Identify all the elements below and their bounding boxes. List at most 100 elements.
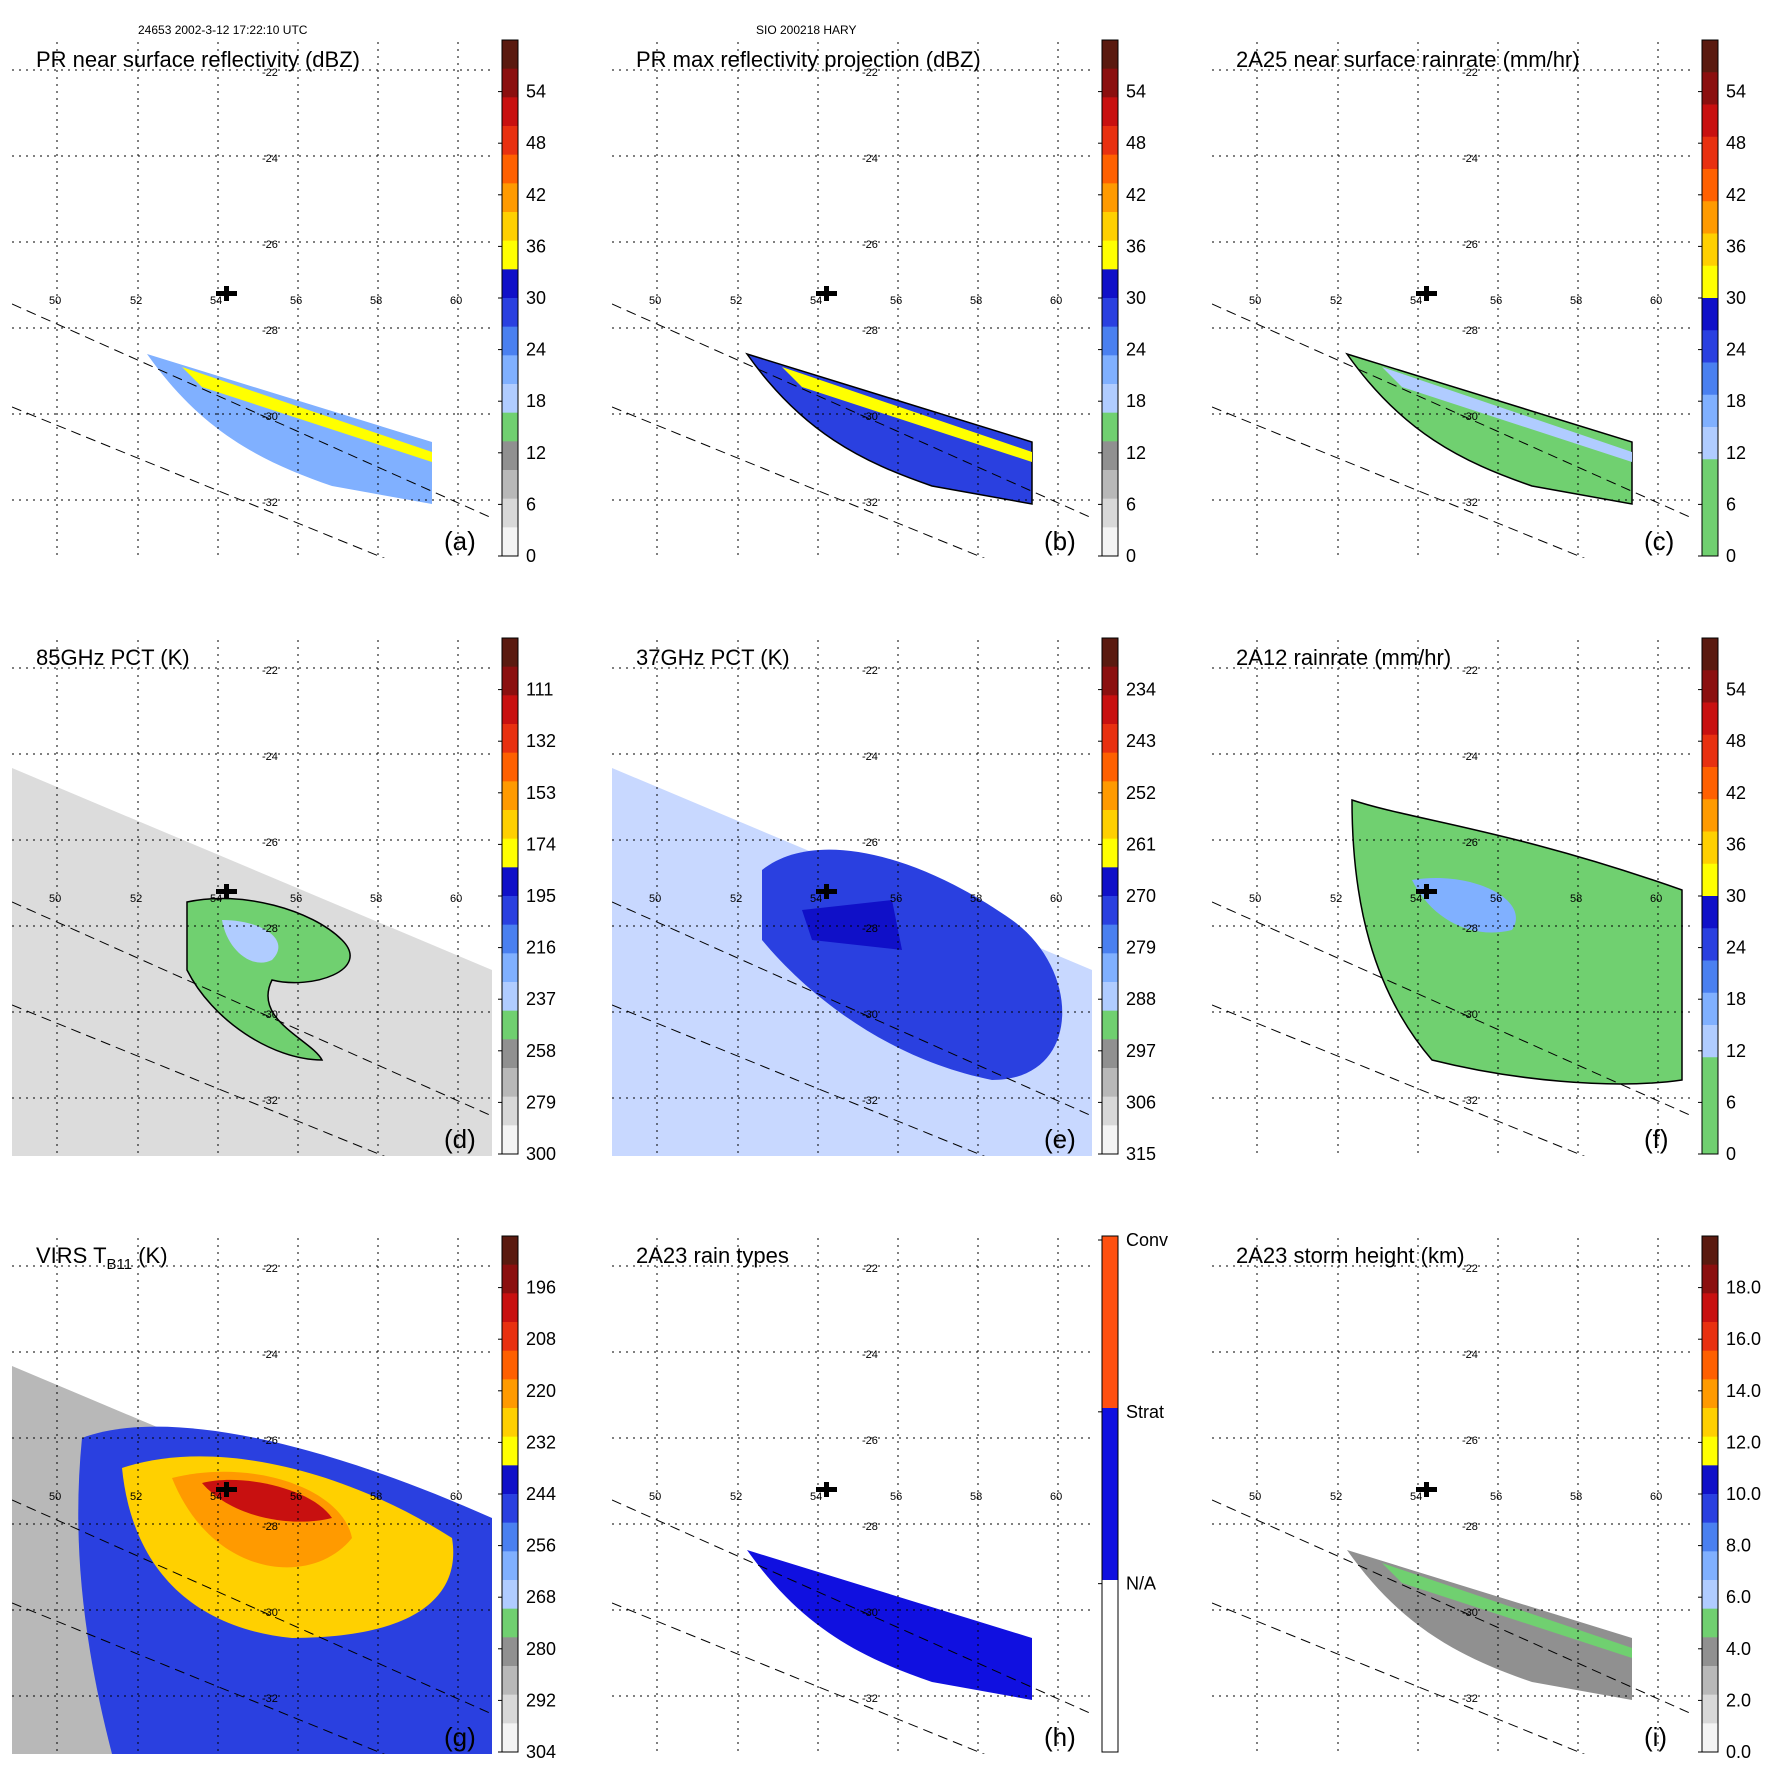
lat-label: -26	[862, 837, 878, 849]
rain-region	[186, 897, 351, 1061]
colorbar-segment	[502, 896, 518, 926]
lon-label: 58	[970, 295, 982, 307]
colorbar-segment	[502, 1637, 518, 1667]
storm-center-icon	[816, 286, 837, 301]
panel-label: (d)	[444, 1124, 476, 1154]
lon-label: 54	[210, 1491, 222, 1503]
colorbar-segment	[1102, 1494, 1118, 1581]
colorbar-segment	[1102, 638, 1118, 668]
panel-label: (c)	[1644, 526, 1674, 556]
colorbar-segment	[1702, 1694, 1718, 1724]
colorbar-label: 30	[526, 288, 546, 308]
colorbar-label: 12	[526, 443, 546, 463]
colorbar-label: 36	[1726, 834, 1746, 854]
lat-label: -28	[1462, 923, 1478, 935]
colorbar-label: 54	[1726, 680, 1746, 700]
colorbar-label: 54	[526, 82, 546, 102]
colorbar-segment	[1102, 1666, 1118, 1753]
colorbar-segment	[502, 1293, 518, 1323]
colorbar-label: 12	[1726, 443, 1746, 463]
colorbar-segment	[502, 1522, 518, 1552]
lon-label: 52	[730, 1491, 742, 1503]
lon-label: 52	[130, 295, 142, 307]
colorbar-segment	[1702, 670, 1718, 703]
colorbar-label: 0	[526, 546, 536, 566]
colorbar-segment	[502, 1010, 518, 1040]
lon-label: 60	[1650, 295, 1662, 307]
colorbar-segment	[502, 1322, 518, 1352]
colorbar-label: 268	[526, 1587, 556, 1607]
colorbar-segment	[1102, 1096, 1118, 1126]
colorbar-segment	[1702, 1522, 1718, 1552]
lon-label: 54	[1410, 893, 1422, 905]
colorbar-segment	[1102, 298, 1118, 328]
lat-label: -22	[262, 665, 278, 677]
lat-label: -22	[862, 665, 878, 677]
colorbar-segment	[1702, 1089, 1718, 1123]
lat-label: -30	[862, 1607, 878, 1619]
colorbar-segment	[502, 527, 518, 557]
swath-edge	[1212, 1004, 1586, 1156]
panel-title: 2A12 rainrate (mm/hr)	[1236, 645, 1451, 670]
colorbar-segment	[1702, 767, 1718, 800]
colorbar-segment	[1102, 212, 1118, 242]
panel-label: (f)	[1644, 1124, 1669, 1154]
colorbar-segment	[1102, 470, 1118, 500]
colorbar-segment	[1102, 1039, 1118, 1069]
lat-label: -30	[262, 1607, 278, 1619]
colorbar-label: 279	[526, 1092, 556, 1112]
lat-label: -22	[862, 1263, 878, 1275]
colorbar-segment	[502, 154, 518, 184]
map-area: 50 52 54 56 58 60 -22 -24 -26 -28 -30 -32	[1212, 42, 1692, 558]
colorbar-segment	[502, 924, 518, 954]
colorbar-segment	[1102, 183, 1118, 213]
colorbar-segment	[1702, 799, 1718, 832]
panel-label: (b)	[1044, 526, 1076, 556]
lat-label: -24	[862, 153, 878, 165]
lat-label: -32	[862, 1095, 878, 1107]
colorbar-label: 54	[1726, 82, 1746, 102]
colorbar-label: 6	[1726, 494, 1736, 514]
colorbar-segment	[1102, 1408, 1118, 1495]
lon-label: 50	[1249, 893, 1261, 905]
swath-edge	[1212, 1602, 1586, 1754]
swath-edge	[612, 303, 1092, 519]
colorbar-segment	[502, 269, 518, 299]
lon-label: 50	[1249, 295, 1261, 307]
colorbar-segment	[502, 1236, 518, 1266]
lat-label: -32	[262, 1693, 278, 1705]
colorbar-label: 280	[526, 1639, 556, 1659]
swath-edge	[1212, 901, 1692, 1117]
storm-center-icon	[216, 286, 237, 301]
colorbar-segment	[1102, 68, 1118, 98]
lat-label: -28	[1462, 325, 1478, 337]
colorbar-label: 297	[1126, 1041, 1156, 1061]
colorbar-label: 36	[526, 236, 546, 256]
colorbar-label: 48	[526, 133, 546, 153]
colorbar-label: 48	[1126, 133, 1146, 153]
lon-label: 60	[450, 893, 462, 905]
lon-label: 56	[290, 893, 302, 905]
colorbar-segment	[1102, 1322, 1118, 1409]
colorbar-segment	[1102, 97, 1118, 127]
lon-label: 50	[49, 295, 61, 307]
swath-edge	[12, 1602, 386, 1754]
colorbar-segment	[502, 666, 518, 696]
colorbar-label: 0.0	[1726, 1742, 1751, 1762]
lon-label: 60	[1050, 893, 1062, 905]
lon-label: 60	[1650, 893, 1662, 905]
lon-label: 54	[1410, 295, 1422, 307]
colorbar-label: 30	[1726, 288, 1746, 308]
colorbar-segment	[1702, 1322, 1718, 1352]
colorbar-segment	[1702, 1637, 1718, 1667]
colorbar-segment	[1702, 233, 1718, 267]
lon-label: 58	[1570, 295, 1582, 307]
colorbar-label: 0	[1726, 546, 1736, 566]
colorbar-segment	[1702, 1494, 1718, 1524]
colorbar-segment	[1102, 838, 1118, 868]
colorbar-segment	[1702, 896, 1718, 929]
panel-d: 50 52 54 56 58 60 -22 -24 -26 -28 -30 -32 85GHz PCT …	[12, 637, 556, 1164]
colorbar-segment	[1702, 1025, 1718, 1058]
colorbar-label: 48	[1726, 133, 1746, 153]
